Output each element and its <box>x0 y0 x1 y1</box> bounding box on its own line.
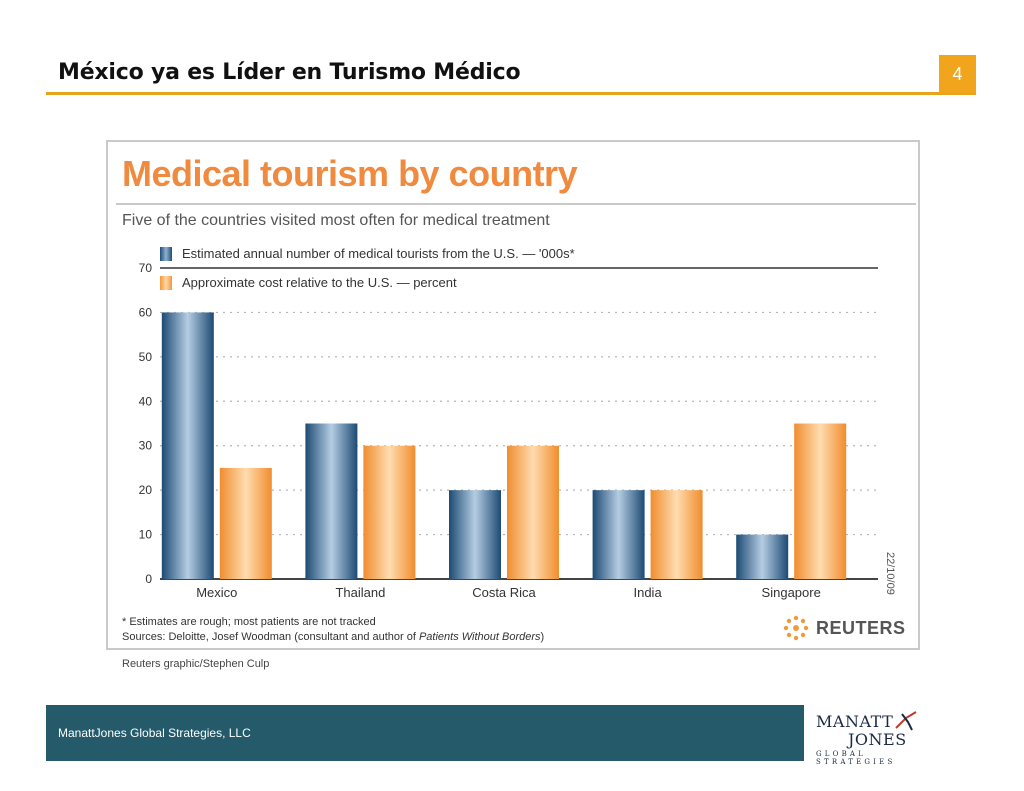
title-divider <box>46 92 976 95</box>
y-tick-label: 60 <box>139 305 153 319</box>
reuters-logo: REUTERS <box>782 614 906 642</box>
chart-title-divider <box>116 203 916 205</box>
x-category-label: Costa Rica <box>472 585 536 600</box>
logo-star-icon <box>895 711 917 731</box>
date-stamp: 22/10/09 <box>884 552 896 595</box>
legend-swatch-orange <box>160 275 172 290</box>
bar-singapore-series-2 <box>794 423 847 579</box>
y-tick-label: 20 <box>139 483 153 497</box>
sources-book: Patients Without Borders <box>418 631 541 643</box>
bar-singapore-series-1 <box>736 534 789 579</box>
sources-prefix: Sources: Deloitte, Josef Woodman (consul… <box>122 631 419 643</box>
y-tick-label: 10 <box>139 528 153 542</box>
footer-bar <box>46 705 804 761</box>
x-category-label: Thailand <box>335 585 385 600</box>
bar-mexico-series-2 <box>219 467 272 579</box>
logo-line-1: MANATT <box>816 712 894 731</box>
bar-costa-rica-series-2 <box>507 445 559 579</box>
y-tick-label: 70 <box>139 261 153 275</box>
bar-india-series-1 <box>592 490 645 579</box>
manatt-jones-logo: MANATT JONES GLOBAL STRATEGIES <box>812 710 932 766</box>
legend-label-cost: Approximate cost relative to the U.S. — … <box>182 275 457 290</box>
sources-suffix: ) <box>540 631 545 643</box>
reuters-logo-text: REUTERS <box>816 617 906 638</box>
chart-title: Medical tourism by country <box>122 153 578 194</box>
page-number-badge: 4 <box>939 55 976 93</box>
slide-title: México ya es Líder en Turismo Médico <box>58 60 521 85</box>
bar-india-series-2 <box>650 490 703 579</box>
x-category-label: Singapore <box>762 585 821 600</box>
x-category-label: Mexico <box>196 585 237 600</box>
y-tick-label: 0 <box>145 572 152 586</box>
chart-footnote: * Estimates are rough; most patients are… <box>122 616 376 628</box>
legend-item-tourists: Estimated annual number of medical touri… <box>160 246 575 261</box>
footer-company: ManattJones Global Strategies, LLC <box>58 726 251 740</box>
y-tick-label: 40 <box>139 394 153 408</box>
chart-credit: Reuters graphic/Stephen Culp <box>122 658 270 670</box>
bar-costa-rica-series-1 <box>449 490 501 579</box>
chart-sources: Sources: Deloitte, Josef Woodman (consul… <box>122 631 544 643</box>
x-category-label: India <box>633 585 662 600</box>
legend-label-tourists: Estimated annual number of medical touri… <box>182 246 575 261</box>
bar-thailand-series-2 <box>363 445 416 579</box>
bar-mexico-series-1 <box>161 312 214 579</box>
logo-tagline: GLOBAL STRATEGIES <box>816 750 896 766</box>
chart-subtitle: Five of the countries visited most often… <box>122 212 550 229</box>
logo-line-2: JONES <box>848 730 907 749</box>
y-tick-label: 50 <box>139 350 153 364</box>
legend-swatch-blue <box>160 246 172 261</box>
reuters-dots-icon <box>783 615 809 641</box>
y-tick-label: 30 <box>139 439 153 453</box>
legend-item-cost: Approximate cost relative to the U.S. — … <box>160 275 457 290</box>
bar-thailand-series-1 <box>305 423 358 579</box>
